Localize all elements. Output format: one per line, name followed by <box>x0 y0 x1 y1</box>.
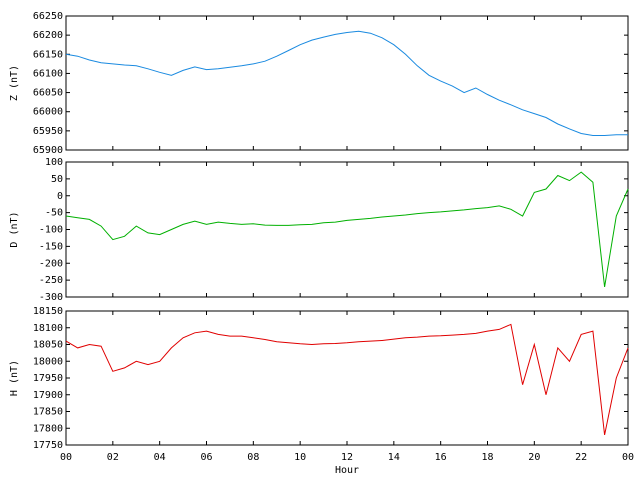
data-line <box>65 323 629 436</box>
y-axis-label: H (nT) <box>9 360 20 396</box>
x-tick-label: 06 <box>200 452 212 463</box>
y-tick-label: 17900 <box>33 390 63 401</box>
plot-frame <box>65 161 629 298</box>
y-tick-label: 66100 <box>33 68 63 79</box>
y-tick-label: 66200 <box>33 30 63 41</box>
data-line <box>65 171 629 287</box>
x-tick-label: 02 <box>107 452 119 463</box>
x-tick-label: 00 <box>60 452 72 463</box>
data-line <box>65 30 628 136</box>
x-tick-label: 00 <box>622 452 634 463</box>
x-tick-label: 20 <box>528 452 540 463</box>
y-tick-label: 17750 <box>33 440 63 451</box>
y-tick-label: 65950 <box>33 126 63 137</box>
x-tick-label: 18 <box>481 452 493 463</box>
y-tick-label: 66000 <box>33 107 63 118</box>
y-tick-label: 17850 <box>33 407 63 418</box>
x-tick-label: 12 <box>341 452 353 463</box>
plot-frame <box>65 310 629 446</box>
y-tick-label: -250 <box>39 275 63 286</box>
y-tick-label: 66250 <box>33 11 63 22</box>
y-axis-label: Z (nT) <box>9 65 20 101</box>
y-tick-label: 18050 <box>33 340 63 351</box>
y-tick-label: 66150 <box>33 49 63 60</box>
y-tick-label: -200 <box>39 258 63 269</box>
x-tick-label: 22 <box>575 452 587 463</box>
y-tick-label: -100 <box>39 225 63 236</box>
y-tick-label: -50 <box>45 208 63 219</box>
plot-frame <box>65 15 629 151</box>
y-tick-label: -300 <box>39 292 63 303</box>
y-tick-label: 100 <box>45 157 63 168</box>
y-axis-label: D (nT) <box>9 211 20 247</box>
y-tick-label: 66050 <box>33 88 63 99</box>
x-tick-label: 08 <box>247 452 259 463</box>
y-tick-label: 17800 <box>33 423 63 434</box>
x-tick-label: 10 <box>294 452 306 463</box>
y-tick-label: 50 <box>51 174 63 185</box>
y-tick-label: -150 <box>39 241 63 252</box>
y-tick-label: 18100 <box>33 323 63 334</box>
y-tick-label: 18150 <box>33 306 63 317</box>
x-tick-label: 16 <box>435 452 447 463</box>
y-tick-label: 17950 <box>33 373 63 384</box>
y-tick-label: 18000 <box>33 356 63 367</box>
x-axis-label: Hour <box>335 465 359 476</box>
y-tick-label: 0 <box>57 191 63 202</box>
x-tick-label: 04 <box>154 452 166 463</box>
x-tick-label: 14 <box>388 452 400 463</box>
y-tick-label: 65900 <box>33 145 63 156</box>
